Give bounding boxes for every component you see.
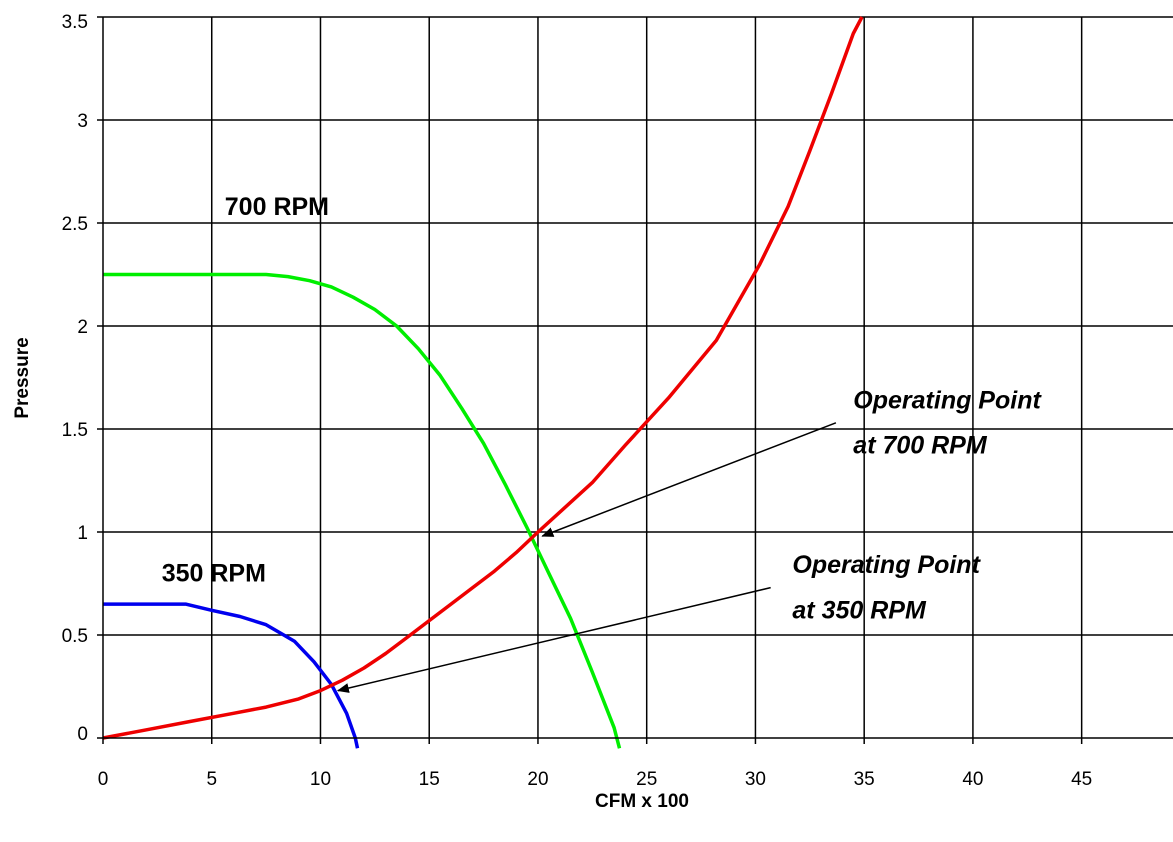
y-tick-label: 2.5 <box>62 214 88 235</box>
series-line-1 <box>103 604 358 748</box>
x-tick-label: 35 <box>854 769 875 790</box>
x-tick-label: 20 <box>527 769 548 790</box>
annotation-text: 350 RPM <box>162 559 266 587</box>
annotation-text: 700 RPM <box>225 193 329 221</box>
x-tick-label: 30 <box>745 769 766 790</box>
x-tick-label: 40 <box>962 769 983 790</box>
annotation-line: 700 RPM <box>225 193 329 221</box>
annotation-line: at 700 RPM <box>853 432 988 460</box>
annotation-arrow <box>542 423 836 536</box>
series-line-2 <box>103 17 862 738</box>
annotation-line: Operating Point <box>792 551 981 579</box>
x-tick-label: 45 <box>1071 769 1092 790</box>
series-group <box>103 17 862 748</box>
y-tick-label: 0.5 <box>62 626 88 647</box>
x-tick-label: 25 <box>636 769 657 790</box>
annotation-text: Operating Point at 700 RPM <box>853 386 1042 459</box>
y-tick-label: 2 <box>77 317 88 338</box>
annotation-line: 350 RPM <box>162 559 266 587</box>
series-line-0 <box>103 275 620 749</box>
x-axis-title: CFM x 100 <box>595 791 689 812</box>
annotation-line: at 350 RPM <box>792 597 927 625</box>
y-tick-label: 3.5 <box>62 12 88 33</box>
y-axis-title: Pressure <box>12 337 33 418</box>
x-tick-label: 5 <box>206 769 217 790</box>
x-tick-label: 10 <box>310 769 331 790</box>
x-tick-label: 0 <box>98 769 109 790</box>
annotation-text: Operating Point at 350 RPM <box>792 551 981 624</box>
x-tick-label: 15 <box>419 769 440 790</box>
grid <box>103 17 1173 738</box>
annotation-line: Operating Point <box>853 386 1042 414</box>
y-tick-label: 0 <box>77 724 88 745</box>
y-tick-label: 1 <box>77 523 88 544</box>
y-tick-label: 1.5 <box>62 420 88 441</box>
y-tick-label: 3 <box>77 111 88 132</box>
